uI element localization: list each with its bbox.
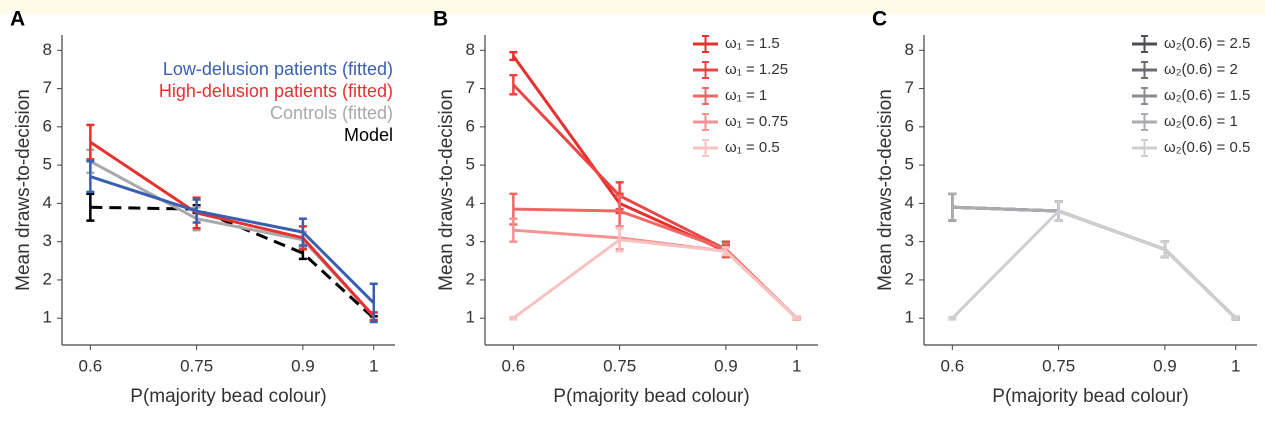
panel: 1 2 3 4 5 6 7 8 0.6 0.75 0.9 1 P(majority bead colou…	[433, 8, 818, 407]
y-tick-label: 5	[43, 155, 52, 174]
y-tick-label: 7	[43, 78, 52, 97]
error-bar	[369, 282, 378, 324]
y-tick-label: 8	[905, 40, 914, 59]
y-tick-label: 8	[466, 40, 475, 59]
x-tick-label: 0.9	[1153, 356, 1177, 375]
y-tick-label: 4	[466, 193, 475, 212]
x-tick-label: 0.75	[603, 356, 636, 375]
x-axis-label: P(majority bead colour)	[130, 386, 326, 407]
legend-sample	[693, 61, 718, 79]
x-tick-label: 0.75	[180, 356, 213, 375]
x-tick-label: 1	[1231, 356, 1240, 375]
legend-label: ω₂(0.6) = 0.5	[1164, 139, 1250, 156]
legend-label: ω₂(0.6) = 2	[1164, 61, 1238, 78]
error-bar	[86, 192, 95, 222]
y-tick-label: 2	[43, 269, 52, 288]
error-bar	[792, 315, 801, 321]
error-bar	[615, 227, 624, 253]
y-tick-label: 7	[466, 78, 475, 97]
x-tick-label: 1	[792, 356, 801, 375]
legend-sample	[1132, 61, 1157, 79]
legend-label: ω₂(0.6) = 1	[1164, 113, 1238, 130]
error-bar	[192, 198, 201, 224]
legend-sample	[693, 113, 718, 131]
legend-label: ω₂(0.6) = 2.5	[1164, 35, 1250, 52]
y-tick-label: 8	[43, 40, 52, 59]
error-bar	[948, 192, 957, 222]
legend-label: Model	[344, 125, 393, 145]
error-bar	[509, 217, 518, 243]
y-axis-label: Mean draws-to-decision	[13, 89, 34, 291]
error-bar	[86, 160, 95, 194]
y-tick-label: 6	[43, 116, 52, 135]
error-bar	[1231, 315, 1240, 321]
legend-label: ω₁ = 0.5	[725, 139, 780, 156]
x-axis-label: P(majority bead colour)	[553, 386, 749, 407]
y-axis-label: Mean draws-to-decision	[436, 89, 457, 291]
x-tick-label: 0.9	[291, 356, 315, 375]
y-tick-label: 4	[905, 193, 914, 212]
y-tick-label: 3	[905, 231, 914, 250]
error-bar	[948, 315, 957, 321]
error-bar	[298, 217, 307, 247]
legend-sample	[1132, 35, 1157, 53]
series-line	[513, 207, 798, 320]
series-line	[512, 238, 798, 320]
y-tick-label: 4	[43, 193, 52, 212]
x-tick-label: 0.9	[714, 356, 738, 375]
error-bar	[86, 123, 95, 161]
legend-label: Low-delusion patients (fitted)	[163, 59, 393, 79]
y-tick-label: 1	[466, 308, 475, 327]
panel: 1 2 3 4 5 6 7 8 0.6 0.75 0.9 1 P(majority bead colou…	[872, 8, 1257, 407]
series-line	[951, 209, 1237, 320]
legend-sample	[1132, 139, 1157, 157]
y-axis-label: Mean draws-to-decision	[875, 89, 896, 291]
legend-label: High-delusion patients (fitted)	[159, 81, 393, 101]
legend-label: ω₁ = 0.75	[725, 113, 788, 130]
error-bar	[509, 315, 518, 321]
x-tick-label: 1	[369, 356, 378, 375]
y-tick-label: 5	[905, 155, 914, 174]
error-bar	[721, 246, 730, 257]
error-bar	[509, 73, 518, 96]
y-tick-label: 3	[466, 231, 475, 250]
y-tick-label: 6	[466, 116, 475, 135]
y-tick-label: 2	[466, 269, 475, 288]
y-tick-label: 2	[905, 269, 914, 288]
y-tick-label: 5	[466, 155, 475, 174]
panel: 1 2 3 4 5 6 7 8 0.6 0.75 0.9 1 P(majority bead colou…	[10, 8, 395, 407]
series-line	[89, 175, 375, 304]
legend-sample	[693, 87, 718, 105]
legend-sample	[1132, 87, 1157, 105]
x-tick-label: 0.6	[502, 356, 526, 375]
legend-label: ω₁ = 1.25	[725, 61, 788, 78]
top-band	[0, 0, 1265, 14]
legend-sample	[693, 35, 718, 53]
y-tick-label: 6	[905, 116, 914, 135]
series-line	[89, 140, 375, 318]
panel-label: C	[872, 8, 887, 31]
x-tick-label: 0.75	[1042, 356, 1075, 375]
error-bar	[509, 50, 518, 62]
error-bar	[1160, 240, 1169, 259]
panel-label: A	[10, 8, 25, 31]
series-line	[90, 205, 375, 320]
legend-label: ω₂(0.6) = 1.5	[1164, 87, 1250, 104]
y-tick-label: 1	[43, 308, 52, 327]
y-tick-label: 7	[905, 78, 914, 97]
legend-label: Controls (fitted)	[270, 103, 393, 123]
panel-label: B	[433, 8, 448, 31]
legend-label: ω₁ = 1.5	[725, 35, 780, 52]
x-tick-label: 0.6	[941, 356, 965, 375]
y-tick-label: 1	[905, 308, 914, 327]
series-line	[89, 159, 375, 318]
x-axis-label: P(majority bead colour)	[992, 386, 1188, 407]
error-bar	[1054, 200, 1063, 222]
legend-label: ω₁ = 1	[725, 87, 767, 104]
x-tick-label: 0.6	[79, 356, 103, 375]
legend-sample	[693, 139, 718, 157]
y-tick-label: 3	[43, 231, 52, 250]
legend-sample	[1132, 113, 1157, 131]
